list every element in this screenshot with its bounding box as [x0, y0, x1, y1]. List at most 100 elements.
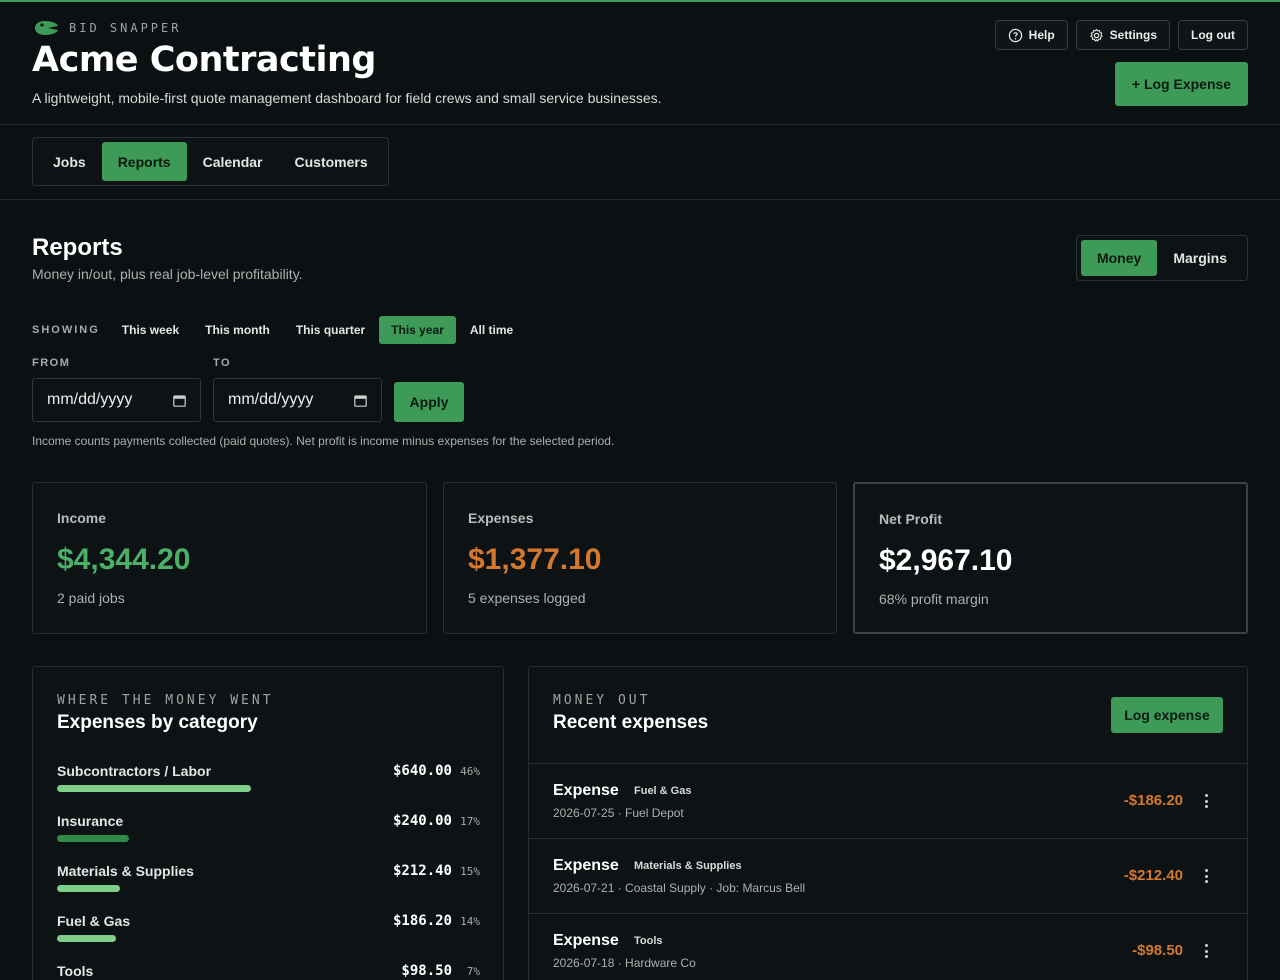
- stat-label: Expenses: [468, 510, 534, 526]
- expense-meta: 2026-07-25 · Fuel Depot: [553, 806, 684, 820]
- category-name: Insurance: [57, 813, 124, 829]
- expense-kind: Expense: [553, 932, 619, 949]
- expense-row[interactable]: Expense Fuel & Gas 2026-07-25 · Fuel Depot…: [529, 763, 1247, 838]
- help-icon: [1008, 28, 1022, 42]
- panel-title: Expenses by category: [57, 712, 258, 733]
- expense-category-badge: Materials & Supplies: [634, 860, 742, 872]
- category-percent: 15%: [460, 865, 480, 878]
- expenses-card: Expenses $1,377.10 5 expenses logged: [443, 482, 837, 634]
- help-label: Help: [1028, 28, 1055, 42]
- category-amount: $240.00: [392, 813, 452, 829]
- category-percent: 17%: [460, 815, 480, 828]
- expense-row[interactable]: Expense Materials & Supplies 2026-07-21 · …: [529, 838, 1247, 913]
- expense-meta: 2026-07-18 · Hardware Co: [553, 956, 696, 970]
- to-label: TO: [213, 357, 232, 369]
- net-profit-card: Net Profit $2,967.10 68% profit margin: [853, 482, 1248, 634]
- tab-reports[interactable]: Reports: [101, 142, 187, 181]
- to-date-placeholder: mm/dd/yyyy: [228, 391, 314, 408]
- stat-sub: 2 paid jobs: [57, 590, 125, 606]
- page-title: Reports: [32, 234, 123, 261]
- expense-category-badge: Tools: [634, 935, 663, 947]
- period-this-week[interactable]: This week: [121, 323, 180, 337]
- expenses-by-category-panel: WHERE THE MONEY WENT Expenses by categor…: [32, 666, 504, 980]
- to-date-input[interactable]: mm/dd/yyyy: [213, 378, 382, 422]
- tab-customers[interactable]: Customers: [294, 153, 368, 170]
- category-amount: $186.20: [392, 913, 452, 929]
- net-profit-value: $2,967.10: [879, 544, 1013, 577]
- gear-icon: [1089, 28, 1103, 41]
- category-name: Tools: [57, 963, 94, 979]
- category-amount: $212.40: [392, 863, 452, 879]
- toggle-money[interactable]: Money: [1080, 240, 1158, 276]
- top-accent-bar: [0, 0, 1280, 2]
- view-toggle: Money Margins: [1075, 235, 1248, 281]
- header-actions: Help Settings Log out: [994, 20, 1248, 50]
- app-header: BID SNAPPER Acme Contracting A lightweig…: [0, 2, 1280, 125]
- panel-title: Recent expenses: [553, 712, 709, 733]
- log-expense-header-button[interactable]: + Log Expense: [1115, 62, 1248, 106]
- more-options-icon[interactable]: [1201, 942, 1211, 960]
- from-date-placeholder: mm/dd/yyyy: [47, 391, 133, 408]
- page-subtitle: Money in/out, plus real job-level profit…: [32, 266, 303, 282]
- stat-sub: 68% profit margin: [879, 591, 989, 607]
- from-date-input[interactable]: mm/dd/yyyy: [32, 378, 201, 422]
- period-this-year[interactable]: This year: [379, 316, 456, 344]
- period-this-quarter[interactable]: This quarter: [295, 323, 366, 337]
- toggle-margins[interactable]: Margins: [1173, 250, 1227, 266]
- calendar-icon: [173, 394, 186, 407]
- expense-amount: -$212.40: [1123, 867, 1183, 884]
- category-name: Materials & Supplies: [57, 863, 194, 879]
- expense-kind: Expense: [553, 782, 619, 799]
- tagline: A lightweight, mobile-first quote manage…: [32, 90, 662, 106]
- nav-bar: Jobs Reports Calendar Customers: [0, 126, 1280, 200]
- more-options-icon[interactable]: [1201, 792, 1211, 810]
- category-row: Subcontractors / Labor $640.00 46%: [57, 763, 480, 809]
- period-filter: SHOWING This week This month This quarte…: [32, 316, 527, 344]
- tab-calendar[interactable]: Calendar: [202, 153, 263, 170]
- expense-category-badge: Fuel & Gas: [634, 785, 692, 797]
- main-tabs: Jobs Reports Calendar Customers: [32, 137, 389, 186]
- category-name: Subcontractors / Labor: [57, 763, 212, 779]
- period-all-time[interactable]: All time: [469, 323, 514, 337]
- from-label: FROM: [32, 357, 71, 369]
- settings-button[interactable]: Settings: [1075, 20, 1171, 50]
- stat-label: Income: [57, 510, 107, 526]
- brand[interactable]: BID SNAPPER: [33, 20, 181, 36]
- category-percent: 7%: [466, 965, 480, 978]
- category-bar: [57, 885, 120, 892]
- period-this-month[interactable]: This month: [205, 323, 270, 337]
- help-button[interactable]: Help: [994, 20, 1068, 50]
- category-amount: $98.50: [401, 963, 452, 979]
- company-name: Acme Contracting: [32, 40, 376, 80]
- category-name: Fuel & Gas: [57, 913, 131, 929]
- category-row: Insurance $240.00 17%: [57, 813, 480, 859]
- category-percent: 46%: [460, 765, 480, 778]
- apply-button[interactable]: Apply: [394, 382, 464, 422]
- income-value: $4,344.20: [57, 543, 191, 576]
- category-row: Materials & Supplies $212.40 15%: [57, 863, 480, 909]
- category-percent: 14%: [460, 915, 480, 928]
- expense-meta: 2026-07-21 · Coastal Supply · Job: Marcu…: [553, 881, 806, 895]
- category-bar: [57, 785, 251, 792]
- expense-kind: Expense: [553, 857, 619, 874]
- expense-amount: -$98.50: [1132, 942, 1183, 959]
- filter-note: Income counts payments collected (paid q…: [32, 434, 615, 448]
- panel-eyebrow: WHERE THE MONEY WENT: [57, 693, 274, 708]
- log-expense-button[interactable]: Log expense: [1111, 697, 1223, 733]
- tab-jobs[interactable]: Jobs: [53, 153, 86, 170]
- category-row: Tools $98.50 7%: [57, 963, 480, 980]
- snapper-logo-icon: [35, 21, 58, 35]
- category-row: Fuel & Gas $186.20 14%: [57, 913, 480, 959]
- showing-label: SHOWING: [32, 324, 100, 336]
- expense-row[interactable]: Expense Tools 2026-07-18 · Hardware Co -$98…: [529, 913, 1247, 980]
- brand-name: BID SNAPPER: [69, 21, 182, 35]
- category-bar: [57, 835, 129, 842]
- category-bar: [57, 935, 116, 942]
- stat-label: Net Profit: [879, 511, 942, 527]
- expense-amount: -$186.20: [1123, 792, 1183, 809]
- logout-button[interactable]: Log out: [1178, 20, 1248, 50]
- panel-eyebrow: MONEY OUT: [553, 693, 651, 708]
- more-options-icon[interactable]: [1201, 867, 1211, 885]
- recent-expenses-panel: MONEY OUT Recent expenses Log expense Ex…: [528, 666, 1248, 980]
- calendar-icon: [354, 394, 367, 407]
